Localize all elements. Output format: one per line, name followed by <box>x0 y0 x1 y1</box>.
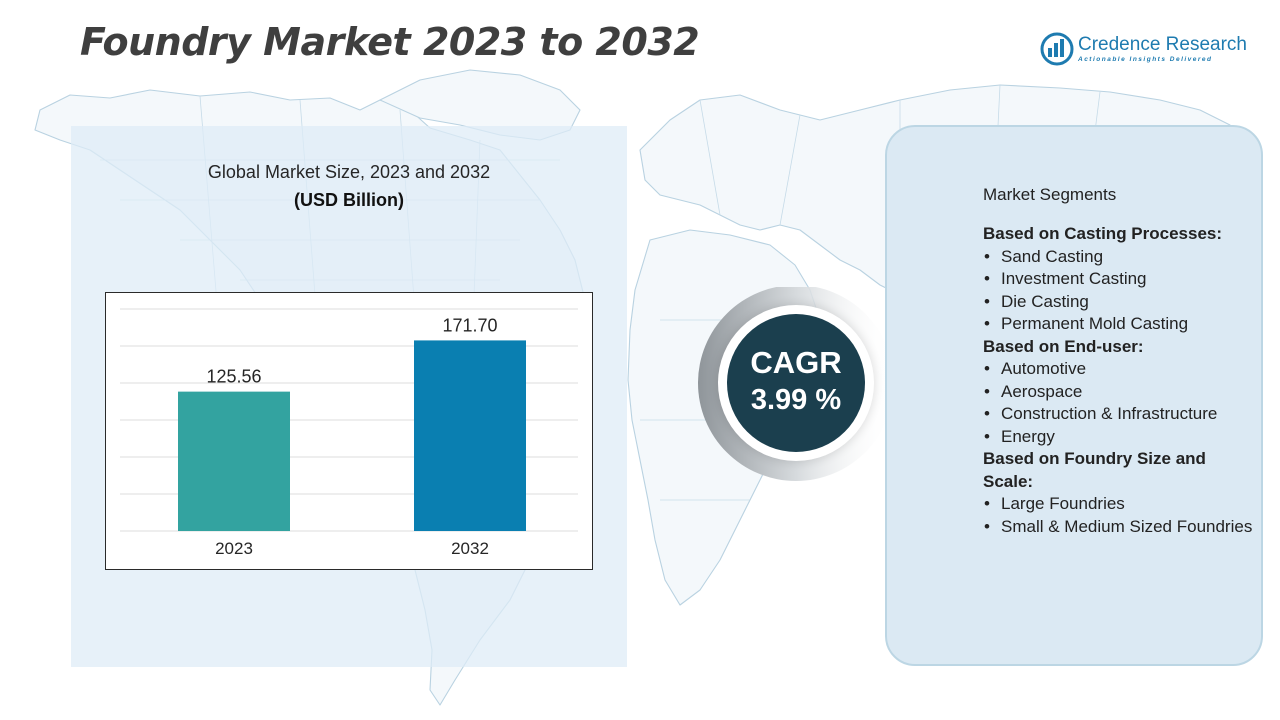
chart-title: Global Market Size, 2023 and 2032 <box>207 162 491 182</box>
segment-list: Sand Casting Investment Casting Die Cast… <box>983 246 1257 336</box>
segment-item: Die Casting <box>983 291 1257 314</box>
segment-item: Aerospace <box>983 381 1257 404</box>
segment-list: Large Foundries Small & Medium Sized Fou… <box>983 493 1257 538</box>
chart-unit-label: (USD Billion) <box>294 190 404 210</box>
logo-name: Credence Research <box>1078 34 1247 55</box>
segment-group-title: Based on End-user: <box>983 336 1144 356</box>
bar-chart: 125.56 2023 171.70 2032 <box>120 308 578 558</box>
segment-item: Construction & Infrastructure <box>983 403 1257 426</box>
cagr-value: 3.99 % <box>750 384 842 416</box>
segment-group-casting: Based on Casting Processes: Sand Casting… <box>983 223 1257 336</box>
bar-2032 <box>414 340 526 531</box>
segment-item: Small & Medium Sized Foundries <box>983 516 1257 539</box>
page-title: Foundry Market 2023 to 2032 <box>80 20 700 64</box>
data-label-2023: 125.56 <box>206 367 261 387</box>
segment-item: Automotive <box>983 358 1257 381</box>
credence-logo-icon <box>1040 32 1074 66</box>
segment-item: Permanent Mold Casting <box>983 313 1257 336</box>
segment-group-end-user: Based on End-user: Automotive Aerospace … <box>983 336 1257 449</box>
logo-tagline: Actionable Insights Delivered <box>1078 56 1213 63</box>
segments-content: Market Segments Based on Casting Process… <box>983 185 1257 538</box>
brand-logo: Credence Research Actionable Insights De… <box>1040 32 1255 68</box>
market-segments-panel: Market Segments Based on Casting Process… <box>885 125 1263 666</box>
segment-item: Energy <box>983 426 1257 449</box>
segment-group-foundry-size: Based on Foundry Size and Scale: Large F… <box>983 448 1257 538</box>
segments-heading: Market Segments <box>983 185 1117 204</box>
bar-2023 <box>178 391 290 531</box>
cagr-badge: CAGR 3.99 % <box>697 287 897 487</box>
segment-group-title: Based on Foundry Size and Scale: <box>983 449 1206 491</box>
segment-item: Sand Casting <box>983 246 1257 269</box>
chart-frame: 125.56 2023 171.70 2032 <box>105 292 593 570</box>
segment-item: Large Foundries <box>983 493 1257 516</box>
segment-group-title: Based on Casting Processes: <box>983 224 1223 243</box>
category-label-2023: 2023 <box>215 539 253 558</box>
data-label-2032: 171.70 <box>442 315 497 335</box>
category-label-2032: 2032 <box>451 539 489 558</box>
cagr-circle: CAGR 3.99 % <box>727 314 865 452</box>
cagr-label: CAGR <box>750 345 842 380</box>
segment-list: Automotive Aerospace Construction & Infr… <box>983 358 1257 448</box>
market-size-panel: Global Market Size, 2023 and 2032 (USD B… <box>71 126 627 667</box>
segment-item: Investment Casting <box>983 268 1257 291</box>
